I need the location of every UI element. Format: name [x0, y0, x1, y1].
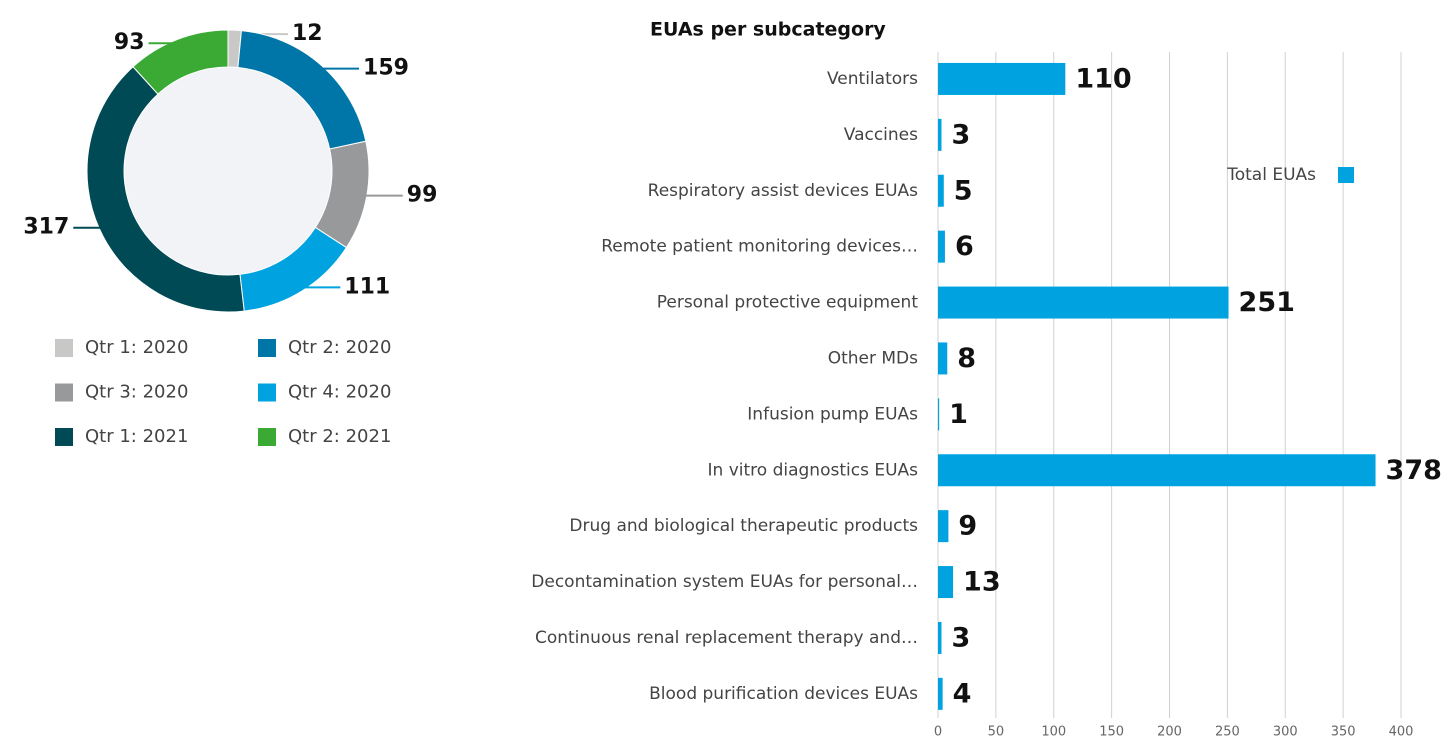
bar	[938, 678, 943, 710]
data-label: 6	[955, 231, 974, 262]
y-tick-label: Personal protective equipment	[657, 293, 919, 313]
legend-swatch	[55, 428, 73, 446]
x-tick-label: 150	[1099, 725, 1124, 740]
bar	[938, 454, 1376, 486]
x-tick-label: 300	[1273, 725, 1298, 740]
bar	[938, 287, 1229, 319]
legend-label: Total EUAs	[1226, 165, 1316, 185]
legend-label: Qtr 1: 2021	[85, 426, 188, 447]
y-tick-label: Ventilators	[827, 69, 918, 89]
y-tick-label: Other MDs	[828, 348, 918, 368]
bar	[938, 622, 941, 654]
data-label: 93	[114, 30, 145, 55]
data-label: 317	[23, 215, 69, 240]
legend-swatch	[55, 339, 73, 357]
data-label: 13	[963, 567, 1001, 598]
data-label: 251	[1239, 287, 1295, 318]
y-tick-label: Infusion pump EUAs	[747, 404, 918, 424]
legend-label: Qtr 4: 2020	[288, 382, 391, 403]
data-label: 12	[292, 21, 323, 46]
bar	[938, 510, 948, 542]
bar	[938, 566, 953, 598]
chart-title: EUAs per subcategory	[650, 19, 886, 41]
data-label: 378	[1386, 455, 1442, 486]
y-tick-label: Vaccines	[844, 125, 918, 145]
data-label: 4	[953, 678, 972, 709]
y-tick-label: Decontamination system EUAs for personal…	[531, 572, 918, 592]
data-label: 9	[958, 511, 977, 542]
bar	[938, 119, 941, 151]
donut-center-image	[124, 67, 332, 275]
bar	[938, 63, 1065, 95]
data-label: 3	[951, 119, 970, 150]
bar	[938, 398, 939, 430]
legend-swatch	[258, 428, 276, 446]
data-label: 5	[954, 175, 973, 206]
bar	[938, 175, 944, 207]
bar	[938, 231, 945, 263]
data-label: 111	[344, 274, 390, 299]
x-tick-label: 400	[1389, 725, 1414, 740]
legend-label: Qtr 1: 2020	[85, 337, 188, 358]
y-tick-label: Blood purification devices EUAs	[649, 684, 918, 704]
data-label: 8	[957, 343, 976, 374]
legend-label: Qtr 2: 2020	[288, 337, 391, 358]
bar	[938, 342, 947, 374]
x-tick-label: 100	[1041, 725, 1066, 740]
x-tick-label: 350	[1331, 725, 1356, 740]
x-tick-label: 250	[1215, 725, 1240, 740]
x-tick-label: 0	[934, 725, 942, 740]
y-tick-label: Remote patient monitoring devices…	[601, 237, 918, 257]
legend-label: Qtr 3: 2020	[85, 382, 188, 403]
legend-label: Qtr 2: 2021	[288, 426, 391, 447]
y-tick-label: Drug and biological therapeutic products	[569, 516, 918, 536]
legend-swatch	[55, 384, 73, 402]
data-label: 3	[951, 622, 970, 653]
y-tick-label: Respiratory assist devices EUAs	[648, 181, 918, 201]
page: EUAs per subcategory 12Qtr 1: 2020159Qtr…	[0, 0, 1449, 742]
x-tick-label: 200	[1157, 725, 1182, 740]
y-tick-label: In vitro diagnostics EUAs	[708, 460, 919, 480]
data-label: 110	[1075, 63, 1131, 94]
y-tick-label: Continuous renal replacement therapy and…	[535, 628, 918, 648]
legend-swatch	[258, 384, 276, 402]
legend-swatch	[258, 339, 276, 357]
x-tick-label: 50	[988, 725, 1005, 740]
data-label: 159	[363, 56, 409, 81]
data-label: 99	[407, 183, 438, 208]
data-label: 1	[949, 399, 968, 430]
legend-swatch	[1338, 167, 1354, 183]
